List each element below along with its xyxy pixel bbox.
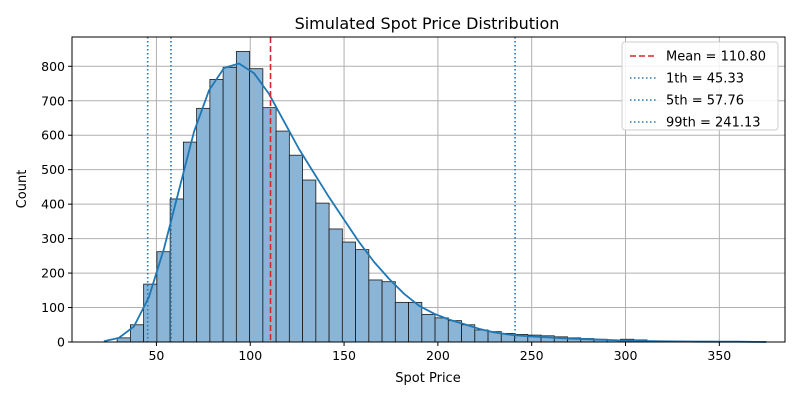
histogram-bar <box>381 281 396 343</box>
histogram-bar <box>302 179 317 343</box>
x-tick-label: 250 <box>520 348 544 363</box>
y-tick-label: 400 <box>41 197 65 212</box>
x-axis-title: Spot Price <box>395 371 460 386</box>
histogram-bar <box>235 51 251 343</box>
histogram-bar <box>288 154 303 343</box>
kde-line <box>103 62 767 343</box>
legend-label: 5th = 57.76 <box>666 94 744 109</box>
y-tick-label: 100 <box>41 300 65 315</box>
histogram-bar <box>355 249 370 343</box>
y-tick-label: 200 <box>41 266 65 281</box>
y-tick-label: 600 <box>41 128 65 143</box>
legend-label: 1th = 45.33 <box>666 72 744 87</box>
y-tick-label: 800 <box>41 59 65 74</box>
y-axis-ticks: 0 100 200 300 400 500 600 700 800 <box>41 59 72 350</box>
x-tick-label: 200 <box>426 348 450 363</box>
plot-frame <box>71 36 786 343</box>
y-axis-title: Count <box>15 170 30 209</box>
y-tick-label: 700 <box>41 93 65 108</box>
x-axis-ticks: 50 100 150 200 250 300 350 <box>148 342 731 363</box>
legend-label: 99th = 241.13 <box>666 116 761 131</box>
histogram-bar <box>196 107 211 343</box>
y-tick-label: 500 <box>41 162 65 177</box>
histogram-bar <box>408 301 423 343</box>
legend: Mean = 110.80 1th = 45.33 5th = 57.76 99th … <box>621 41 779 131</box>
chart-title: Simulated Spot Price Distribution <box>295 14 560 33</box>
histogram-bar <box>447 320 462 343</box>
kde-curve <box>103 62 767 343</box>
histogram-bar <box>421 314 436 343</box>
histogram-bar <box>394 301 409 343</box>
histogram-bars <box>116 51 767 343</box>
histogram-bar <box>209 78 224 343</box>
reference-lines <box>146 37 516 342</box>
histogram-bar <box>368 279 383 343</box>
histogram-bar <box>341 241 356 343</box>
x-tick-label: 50 <box>148 348 164 363</box>
histogram-bar <box>182 141 198 343</box>
legend-box <box>621 41 779 131</box>
histogram-bar <box>474 329 489 343</box>
histogram-bar <box>249 68 264 343</box>
legend-label: Mean = 110.80 <box>666 50 766 65</box>
histogram-bar <box>434 317 449 343</box>
histogram-bar <box>315 202 330 343</box>
y-tick-label: 0 <box>57 335 65 350</box>
histogram-bar <box>328 228 343 343</box>
histogram-bar <box>275 130 290 343</box>
histogram-bar <box>262 107 277 343</box>
x-tick-label: 350 <box>707 348 731 363</box>
y-tick-label: 300 <box>41 231 65 246</box>
x-tick-label: 300 <box>614 348 638 363</box>
x-tick-label: 150 <box>332 348 356 363</box>
x-tick-label: 100 <box>238 348 262 363</box>
histogram-bar <box>222 66 237 343</box>
